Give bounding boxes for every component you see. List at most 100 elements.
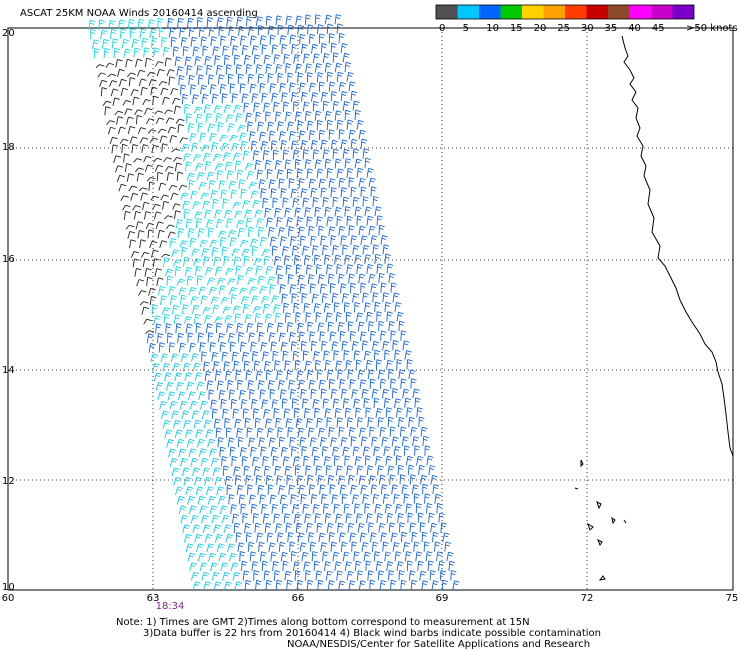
wind-barb [204, 209, 212, 219]
wind-barb [389, 474, 396, 485]
wind-barb [207, 227, 215, 238]
wind-barb [173, 210, 181, 220]
legend-border [435, 4, 695, 20]
wind-barb [184, 372, 193, 382]
wind-barb [234, 313, 242, 324]
wind-barb [374, 253, 381, 265]
wind-barb [397, 464, 404, 476]
wind-barb [153, 372, 162, 382]
wind-barb [314, 62, 322, 73]
wind-barb [402, 542, 411, 552]
wind-barb [185, 113, 193, 124]
wind-barb [133, 158, 142, 163]
wind-barb [239, 341, 247, 352]
wind-barb [320, 91, 329, 102]
wind-barb [399, 474, 406, 485]
wind-barb [158, 342, 166, 353]
wind-barb [348, 273, 355, 284]
wind-barb [353, 503, 361, 514]
wind-barb [153, 315, 162, 325]
wind-barb [190, 84, 197, 95]
wind-barb [269, 494, 277, 505]
wind-barb [355, 560, 362, 571]
wind-barb [105, 62, 115, 68]
wind-barb [322, 551, 329, 562]
wind-barb [287, 274, 294, 285]
wind-barb [234, 581, 243, 591]
wind-barb [364, 455, 371, 466]
wind-barb [205, 267, 213, 276]
wind-barb [285, 522, 293, 533]
wind-barb [290, 140, 299, 151]
wind-barb [306, 370, 314, 380]
legend-swatch [608, 5, 630, 19]
wind-barb [115, 165, 123, 173]
wind-barb [326, 522, 334, 533]
wind-barb [221, 351, 229, 362]
wind-barb [304, 513, 312, 524]
wind-barb [231, 351, 239, 362]
wind-barb [257, 484, 265, 495]
wind-barb [369, 579, 376, 591]
wind-barb [183, 533, 192, 543]
wind-barb [193, 476, 202, 486]
wind-barb [304, 408, 311, 419]
wind-barb [398, 320, 405, 332]
wind-barb [333, 503, 341, 514]
wind-barb [354, 109, 361, 121]
wind-barb [208, 389, 215, 400]
wind-barb [154, 164, 164, 172]
wind-barb [342, 244, 349, 255]
wind-barb [274, 360, 281, 371]
wind-barb [165, 323, 172, 334]
wind-barb [223, 255, 230, 267]
wind-barb [142, 258, 150, 268]
wind-barb [352, 446, 360, 457]
wind-barb [150, 86, 158, 96]
wind-barb [342, 148, 350, 159]
wind-barb [242, 408, 250, 419]
wind-barb [355, 513, 363, 524]
wind-barb [242, 512, 249, 524]
lon-label: 66 [292, 593, 305, 604]
wind-barb [233, 466, 241, 476]
wind-barb [292, 561, 301, 572]
wind-barb [267, 121, 275, 132]
wind-barb [342, 551, 350, 562]
wind-barb [428, 512, 435, 523]
wind-barb [209, 341, 217, 353]
wind-barb [238, 179, 246, 190]
wind-barb [111, 38, 119, 49]
wind-barb [392, 292, 400, 303]
wind-barb [223, 104, 232, 114]
wind-barb [206, 380, 214, 391]
wind-barb [203, 419, 212, 429]
wind-barb [251, 45, 259, 55]
lat-label: 18 [2, 142, 15, 153]
wind-barb [275, 111, 282, 122]
wind-barb [321, 446, 329, 457]
wind-barb [368, 475, 376, 485]
wind-barb [138, 290, 147, 296]
wind-barb [255, 64, 263, 75]
wind-barb [239, 551, 246, 562]
wind-barb [381, 436, 389, 447]
wind-barb [160, 194, 169, 201]
wind-barb [176, 171, 184, 181]
wind-barb [384, 503, 392, 514]
wind-barb [117, 126, 126, 135]
wind-barb [323, 350, 330, 361]
wind-barb [173, 314, 181, 324]
wind-barb [346, 570, 354, 581]
wind-barb [365, 359, 373, 370]
wind-barb [446, 551, 454, 562]
wind-barb [372, 292, 379, 303]
wind-barb [269, 388, 276, 400]
wind-barb [397, 513, 404, 524]
wind-barb [390, 282, 397, 293]
wind-barb [120, 195, 129, 201]
wind-barb [374, 206, 382, 217]
wind-barb [326, 119, 333, 131]
wind-barb [285, 312, 292, 323]
wind-barb [256, 427, 264, 438]
